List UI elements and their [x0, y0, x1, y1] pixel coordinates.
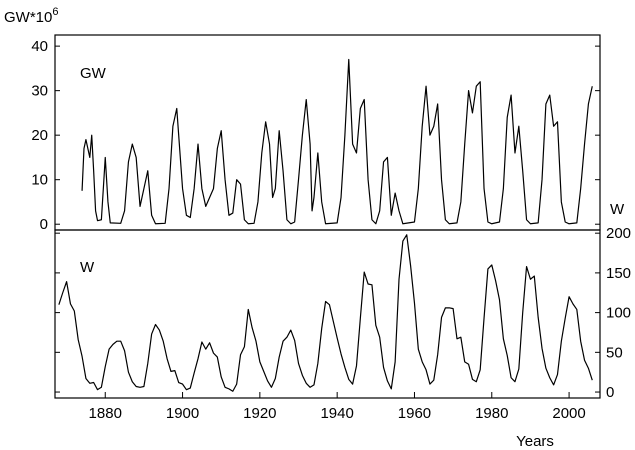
y-tick-label: 150	[606, 265, 631, 282]
y-axis-label: GW*106	[4, 6, 58, 26]
y-tick-label: 10	[31, 172, 48, 189]
series-label: W	[80, 259, 95, 276]
data-line	[58, 234, 593, 392]
x-tick-label: 1900	[166, 405, 199, 422]
x-tick-label: 1980	[475, 405, 508, 422]
x-axis-label: Years	[516, 433, 554, 450]
data-line	[81, 58, 593, 225]
y-tick-label: 0	[606, 384, 614, 401]
y-axis-label-text: W	[610, 201, 625, 218]
y-axis-label-text: GW*10	[4, 9, 52, 26]
y-tick-label: 30	[31, 83, 48, 100]
y-tick-label: 200	[606, 225, 631, 242]
x-tick-label: 1880	[89, 405, 122, 422]
y-tick-label: 20	[31, 127, 48, 144]
y-tick-label: 100	[606, 305, 631, 322]
plot-frame	[54, 229, 601, 399]
x-tick-label: 2000	[552, 405, 585, 422]
series-label: GW	[80, 65, 107, 82]
y-tick-label: 50	[606, 344, 623, 361]
y-tick-label: 40	[31, 38, 48, 55]
y-axis-label-exponent: 6	[52, 6, 58, 18]
x-tick-label: 1940	[320, 405, 353, 422]
y-tick-label: 0	[40, 216, 48, 233]
y-axis-label: W	[610, 201, 625, 218]
x-tick-label: 1960	[398, 405, 431, 422]
x-tick-label: 1920	[243, 405, 276, 422]
